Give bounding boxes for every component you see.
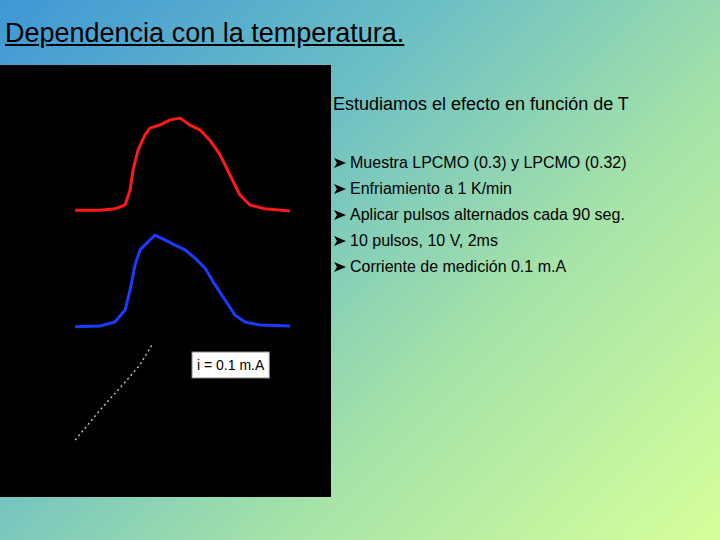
series-line bbox=[75, 118, 290, 211]
bullet-text: Muestra LPCMO (0.3) y LPCMO (0.32) bbox=[350, 154, 627, 172]
bullet-text: 10 pulsos, 10 V, 2ms bbox=[350, 232, 498, 250]
bullet-text: Corriente de medición 0.1 m.A bbox=[350, 258, 566, 276]
bullet-arrow-shape bbox=[334, 262, 346, 272]
bullet: 10 pulsos, 10 V, 2ms bbox=[333, 228, 627, 254]
bullet-arrow bbox=[333, 260, 347, 274]
bullet-arrow-shape bbox=[334, 184, 346, 194]
bullet-arrow bbox=[333, 234, 347, 248]
bullet-arrow bbox=[333, 182, 347, 196]
annotation: i = 0.1 m.A bbox=[197, 357, 265, 373]
annotation-box bbox=[192, 352, 269, 378]
bullet-text: Enfriamiento a 1 K/min bbox=[350, 180, 512, 198]
bullet: Muestra LPCMO (0.3) y LPCMO (0.32) bbox=[333, 150, 627, 176]
bullet-arrow bbox=[333, 156, 347, 170]
bullet: Aplicar pulsos alternados cada 90 seg. bbox=[333, 202, 627, 228]
series-line bbox=[75, 235, 290, 327]
intro-text: Estudiamos el efecto en función de T bbox=[333, 94, 629, 115]
bullet-arrow-shape bbox=[334, 158, 346, 168]
bullet-arrow-shape bbox=[334, 236, 346, 246]
plot-frame bbox=[0, 65, 331, 497]
bullet-text: Aplicar pulsos alternados cada 90 seg. bbox=[350, 206, 625, 224]
bullet: Corriente de medición 0.1 m.A bbox=[333, 254, 627, 280]
bullet-list: Muestra LPCMO (0.3) y LPCMO (0.32) Enfria… bbox=[333, 150, 627, 280]
bullet-arrow-shape bbox=[334, 210, 346, 220]
plot-area bbox=[75, 118, 290, 440]
bullet-arrow bbox=[333, 208, 347, 222]
series-line bbox=[75, 345, 152, 440]
chart-panel: i = 0.1 m.A bbox=[0, 65, 331, 497]
slide-title: Dependencia con la temperatura. bbox=[5, 18, 404, 49]
bullet: Enfriamiento a 1 K/min bbox=[333, 176, 627, 202]
